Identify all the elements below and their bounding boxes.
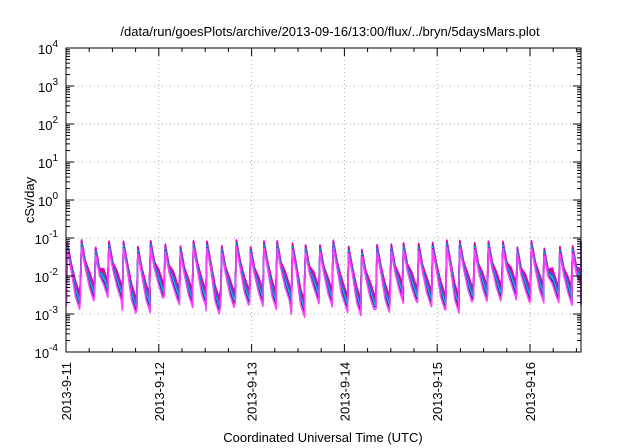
x-tick-label: 2013-9-16	[523, 362, 538, 421]
y-tick-label: 104	[38, 39, 58, 57]
x-axis-label: Coordinated Universal Time (UTC)	[223, 430, 422, 445]
y-tick-label: 102	[38, 115, 58, 133]
y-tick-exponent: 3	[52, 77, 58, 88]
y-tick-label: 103	[38, 77, 58, 95]
y-tick-base: 10	[38, 156, 52, 171]
y-tick-base: 10	[35, 346, 49, 361]
y-tick-label: 10-3	[35, 305, 59, 323]
y-tick-exponent: -3	[49, 305, 58, 316]
y-tick-base: 10	[35, 232, 49, 247]
y-tick-label: 10-1	[35, 229, 59, 247]
series-line	[65, 246, 582, 319]
y-tick-base: 10	[38, 80, 52, 95]
series-group	[65, 239, 582, 319]
y-tick-base: 10	[38, 118, 52, 133]
plot-frame	[65, 47, 582, 353]
y-tick-label: 100	[38, 191, 58, 209]
x-tick-label: 2013-9-12	[152, 362, 167, 421]
y-tick-exponent: -1	[49, 229, 58, 240]
y-tick-label: 10-2	[35, 267, 59, 285]
x-tick-label: 2013-9-11	[59, 362, 74, 420]
y-tick-base: 10	[35, 308, 49, 323]
y-tick-base: 10	[38, 194, 52, 209]
x-tick-label: 2013-9-15	[430, 362, 445, 421]
x-tick-label: 2013-9-13	[245, 362, 260, 421]
x-tick-label: 2013-9-14	[337, 362, 352, 421]
y-axis-label: cSv/day	[22, 176, 37, 223]
y-tick-exponent: 0	[52, 191, 58, 202]
y-tick-exponent: 4	[52, 39, 58, 50]
y-tick-base: 10	[38, 42, 52, 57]
x-axis: 2013-9-11 2013-9-12 2013-9-13 2013-9-14 2013…	[59, 48, 577, 421]
y-tick-exponent: -2	[49, 267, 58, 278]
y-tick-exponent: 1	[52, 153, 58, 164]
chart-title: /data/run/goesPlots/archive/2013-09-16/1…	[120, 24, 540, 39]
y-tick-exponent: 2	[52, 115, 58, 126]
grid	[66, 48, 581, 352]
y-tick-label: 10-4	[35, 343, 59, 361]
y-tick-label: 101	[38, 153, 58, 171]
y-tick-base: 10	[35, 270, 49, 285]
y-tick-exponent: -4	[49, 343, 58, 354]
